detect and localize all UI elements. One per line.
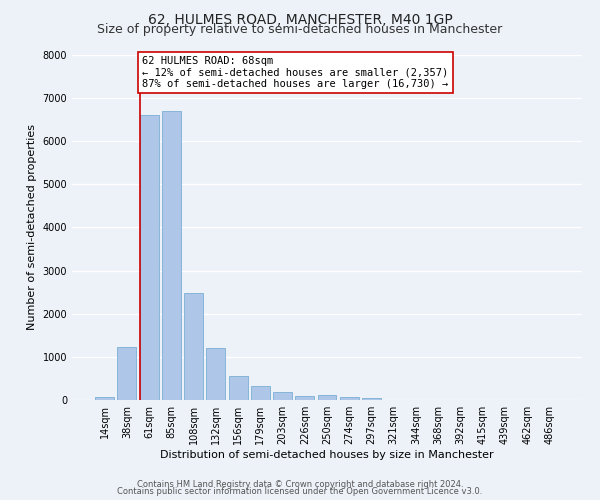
Bar [362,398,381,400]
Bar [273,392,292,400]
Bar [340,396,359,400]
Bar [251,386,270,400]
Bar [140,116,158,400]
Text: 62, HULMES ROAD, MANCHESTER, M40 1GP: 62, HULMES ROAD, MANCHESTER, M40 1GP [148,12,452,26]
Bar [118,347,136,400]
Bar [295,396,314,400]
Bar [184,292,203,400]
Bar [162,111,181,400]
Bar [317,396,337,400]
Text: 62 HULMES ROAD: 68sqm
← 12% of semi-detached houses are smaller (2,357)
87% of s: 62 HULMES ROAD: 68sqm ← 12% of semi-deta… [142,56,449,89]
Bar [229,376,248,400]
Text: Contains public sector information licensed under the Open Government Licence v3: Contains public sector information licen… [118,488,482,496]
Y-axis label: Number of semi-detached properties: Number of semi-detached properties [27,124,37,330]
Bar [206,348,225,400]
Text: Size of property relative to semi-detached houses in Manchester: Size of property relative to semi-detach… [97,22,503,36]
Bar [95,397,114,400]
X-axis label: Distribution of semi-detached houses by size in Manchester: Distribution of semi-detached houses by … [160,450,494,460]
Text: Contains HM Land Registry data © Crown copyright and database right 2024.: Contains HM Land Registry data © Crown c… [137,480,463,489]
